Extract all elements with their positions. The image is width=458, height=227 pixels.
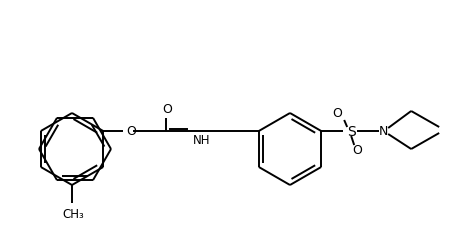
Text: O: O — [126, 125, 136, 138]
Text: O: O — [332, 107, 342, 120]
Text: N: N — [378, 125, 388, 138]
Text: O: O — [162, 103, 172, 116]
Text: NH: NH — [192, 133, 210, 146]
Text: CH₃: CH₃ — [62, 207, 84, 220]
Text: O: O — [352, 144, 362, 157]
Text: S: S — [347, 124, 355, 138]
